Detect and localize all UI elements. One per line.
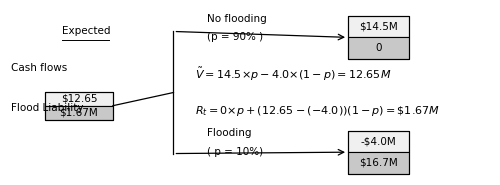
- Bar: [348, 37, 408, 59]
- Bar: [348, 131, 408, 152]
- Bar: [45, 92, 113, 120]
- Text: $16.7M: $16.7M: [359, 158, 398, 168]
- Bar: [348, 16, 408, 37]
- Text: Flood Liability: Flood Liability: [11, 103, 84, 113]
- Bar: [348, 131, 408, 174]
- Text: 0: 0: [375, 43, 382, 53]
- Text: Expected: Expected: [62, 26, 110, 36]
- Text: $14.5M: $14.5M: [359, 22, 398, 32]
- Text: $12.65: $12.65: [60, 94, 97, 104]
- Text: (p = 90% ): (p = 90% ): [208, 32, 264, 42]
- Text: No flooding: No flooding: [208, 14, 267, 24]
- Text: Flooding: Flooding: [208, 129, 252, 139]
- Bar: [45, 92, 113, 106]
- Bar: [348, 152, 408, 174]
- Text: $R_t = 0{\times}p + (12.65-(-4.0))(1-p) = \$1.67M$: $R_t = 0{\times}p + (12.65-(-4.0))(1-p) …: [196, 104, 440, 118]
- Text: $\tilde{V} = 14.5{\times}p - 4.0{\times}(1-p) = 12.65M$: $\tilde{V} = 14.5{\times}p - 4.0{\times}…: [196, 66, 392, 83]
- Bar: [45, 106, 113, 120]
- Text: Cash flows: Cash flows: [11, 63, 68, 73]
- Text: $1.67M: $1.67M: [60, 108, 98, 118]
- Bar: [348, 16, 408, 59]
- Text: ( p = 10%): ( p = 10%): [208, 147, 264, 157]
- Text: -$4.0M: -$4.0M: [360, 137, 396, 147]
